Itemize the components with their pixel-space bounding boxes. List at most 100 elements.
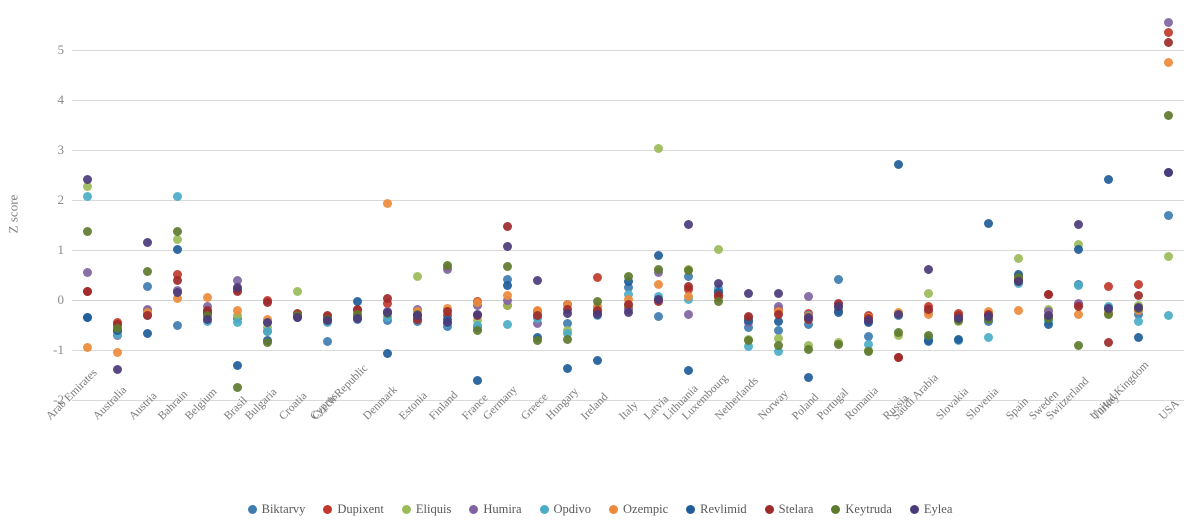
data-point bbox=[473, 325, 483, 335]
data-point bbox=[773, 340, 783, 350]
legend-item-revlimid[interactable]: Revlimid bbox=[686, 502, 747, 517]
data-point bbox=[984, 311, 994, 321]
data-point bbox=[383, 349, 393, 358]
data-point bbox=[262, 298, 272, 307]
legend-item-stelara[interactable]: Stelara bbox=[764, 502, 814, 517]
data-point bbox=[232, 360, 242, 370]
data-point bbox=[773, 301, 783, 311]
legend-item-biktarvy[interactable]: Biktarvy bbox=[247, 502, 305, 517]
data-point bbox=[833, 308, 843, 317]
data-point bbox=[1014, 253, 1024, 263]
data-point bbox=[142, 310, 152, 320]
y-tick-label: 1 bbox=[57, 242, 65, 257]
data-point bbox=[984, 218, 994, 228]
data-point bbox=[803, 313, 813, 322]
data-point bbox=[563, 308, 573, 318]
data-point bbox=[1164, 210, 1174, 220]
data-point bbox=[954, 334, 964, 344]
data-point bbox=[443, 317, 453, 327]
data-point bbox=[623, 271, 633, 281]
data-point bbox=[1044, 289, 1054, 299]
data-point bbox=[623, 283, 633, 292]
data-point bbox=[863, 339, 873, 349]
data-point bbox=[623, 276, 633, 286]
data-point bbox=[142, 266, 152, 276]
data-point bbox=[1104, 338, 1114, 347]
data-point bbox=[82, 182, 92, 191]
data-point bbox=[232, 282, 242, 292]
data-point bbox=[863, 331, 873, 341]
legend-label: Humira bbox=[483, 502, 522, 516]
data-point bbox=[1074, 239, 1084, 249]
data-point bbox=[773, 346, 783, 356]
data-point bbox=[713, 244, 723, 254]
legend-label: Stelara bbox=[778, 502, 814, 516]
data-point bbox=[112, 364, 122, 374]
data-point bbox=[112, 348, 122, 357]
legend-item-opdivo[interactable]: Opdivo bbox=[539, 502, 591, 517]
data-point bbox=[503, 300, 513, 310]
data-point bbox=[292, 312, 302, 322]
data-point bbox=[653, 250, 663, 260]
data-point bbox=[533, 335, 543, 345]
data-point bbox=[1164, 251, 1174, 261]
data-point bbox=[924, 288, 934, 298]
data-point bbox=[383, 307, 393, 317]
data-point bbox=[773, 288, 783, 298]
data-point bbox=[773, 309, 783, 319]
data-point bbox=[533, 305, 543, 315]
data-point bbox=[1104, 281, 1114, 291]
data-point bbox=[593, 309, 603, 319]
legend-swatch-icon bbox=[323, 505, 333, 514]
data-point bbox=[262, 338, 272, 347]
gridline-5 bbox=[72, 50, 1184, 51]
data-point bbox=[623, 299, 633, 309]
data-point bbox=[893, 353, 903, 362]
data-point bbox=[653, 143, 663, 153]
data-point bbox=[803, 344, 813, 354]
data-point bbox=[833, 274, 843, 284]
data-point bbox=[1134, 333, 1144, 342]
data-point bbox=[82, 191, 92, 201]
data-point bbox=[1044, 310, 1054, 320]
gridline--1 bbox=[72, 350, 1184, 351]
data-point bbox=[893, 159, 903, 169]
data-point bbox=[1134, 279, 1144, 289]
data-point bbox=[503, 261, 513, 271]
chart-legend: Biktarvy Dupixent Eliquis Humira Opdivo Ozemp… bbox=[0, 498, 1200, 521]
data-point bbox=[623, 307, 633, 317]
data-point bbox=[112, 323, 122, 333]
data-point bbox=[984, 332, 994, 342]
data-point bbox=[1074, 244, 1084, 254]
legend-item-eylea[interactable]: Eylea bbox=[909, 502, 952, 517]
legend-item-ozempic[interactable]: Ozempic bbox=[609, 502, 668, 517]
legend-item-dupixent[interactable]: Dupixent bbox=[323, 502, 384, 517]
data-point bbox=[833, 301, 843, 311]
data-point bbox=[1164, 38, 1174, 47]
data-point bbox=[262, 317, 272, 327]
legend-item-humira[interactable]: Humira bbox=[469, 502, 522, 517]
legend-swatch-icon bbox=[469, 505, 479, 514]
data-point bbox=[924, 330, 934, 340]
legend-item-eliquis[interactable]: Eliquis bbox=[401, 502, 451, 517]
data-point bbox=[383, 293, 393, 303]
data-point bbox=[503, 319, 513, 329]
data-point bbox=[623, 289, 633, 299]
data-point bbox=[743, 288, 753, 298]
y-tick-label: -2 bbox=[53, 392, 64, 407]
data-point bbox=[683, 309, 693, 319]
data-point bbox=[1164, 18, 1174, 27]
data-point bbox=[653, 294, 663, 304]
gridline--2 bbox=[72, 400, 1184, 401]
y-tick-label: 3 bbox=[57, 142, 65, 157]
data-point bbox=[924, 309, 934, 319]
data-point bbox=[773, 333, 783, 343]
legend-item-keytruda[interactable]: Keytruda bbox=[831, 502, 892, 517]
data-point bbox=[232, 383, 242, 392]
data-point bbox=[413, 271, 423, 281]
y-axis-title: Z score bbox=[5, 194, 21, 234]
legend-label: Ozempic bbox=[623, 502, 669, 516]
data-point bbox=[713, 290, 723, 300]
y-tick-label: 4 bbox=[57, 92, 65, 107]
data-point bbox=[383, 199, 393, 208]
